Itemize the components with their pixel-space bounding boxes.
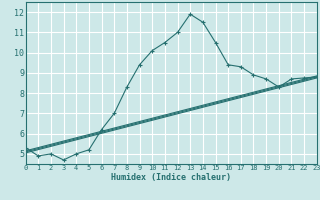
X-axis label: Humidex (Indice chaleur): Humidex (Indice chaleur): [111, 173, 231, 182]
